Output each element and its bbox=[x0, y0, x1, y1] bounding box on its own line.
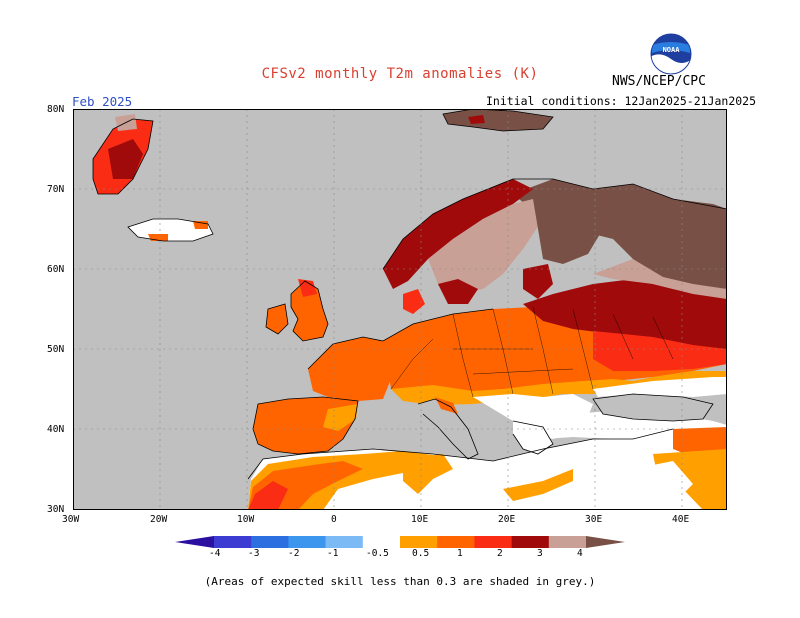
initial-conditions-label: Initial conditions: 12Jan2025-21Jan2025 bbox=[486, 94, 757, 108]
lon-label-30e: 30E bbox=[585, 514, 603, 525]
organization-label: NWS/NCEP/CPC bbox=[612, 74, 706, 89]
colorbar-low-arrow bbox=[175, 536, 214, 548]
colorbar-label-m2: -2 bbox=[288, 548, 300, 559]
lon-label-20e: 20E bbox=[498, 514, 516, 525]
colorbar-segment bbox=[325, 536, 364, 548]
colorbar-segment bbox=[474, 536, 512, 548]
colorbar-segment bbox=[437, 536, 475, 548]
colorbar-label-p05: 0.5 bbox=[412, 548, 430, 559]
iberia-yellow bbox=[323, 404, 358, 431]
colorbar-label-p1: 1 bbox=[457, 548, 463, 559]
lat-label-80n: 80N bbox=[47, 104, 65, 115]
lat-label-60n: 60N bbox=[47, 264, 65, 275]
alps-yellow bbox=[391, 371, 727, 405]
skill-footnote: (Areas of expected skill less than 0.3 a… bbox=[204, 575, 596, 588]
lon-label-0: 0 bbox=[331, 514, 337, 525]
colorbar-label-m1: -1 bbox=[327, 548, 339, 559]
colorbar-segment bbox=[362, 536, 401, 548]
lat-label-50n: 50N bbox=[47, 344, 65, 355]
lon-label-40e: 40E bbox=[672, 514, 690, 525]
colorbar-segment bbox=[214, 536, 252, 548]
colorbar-high-arrow bbox=[586, 536, 625, 548]
colorbar-label-p2: 2 bbox=[497, 548, 503, 559]
colorbar-label-p3: 3 bbox=[537, 548, 543, 559]
africa-red bbox=[248, 481, 288, 510]
colorbar-segment bbox=[251, 536, 289, 548]
svalbard bbox=[443, 109, 553, 131]
france bbox=[308, 337, 393, 401]
noaa-logo-text: NOAA bbox=[663, 46, 681, 54]
greenland-darkred bbox=[108, 139, 143, 179]
italy bbox=[418, 399, 478, 459]
colorbar-label-m4: -4 bbox=[209, 548, 221, 559]
ukraine-south-white bbox=[593, 377, 727, 397]
valid-month-label: Feb 2025 bbox=[72, 94, 133, 109]
svalbard-red bbox=[468, 115, 485, 124]
colorbar-segment bbox=[400, 536, 438, 548]
colorbar-label-m3: -3 bbox=[248, 548, 260, 559]
noaa-logo: NOAA bbox=[650, 33, 692, 75]
denmark bbox=[403, 289, 425, 314]
black-sea bbox=[593, 394, 713, 421]
africa-yellow-mid bbox=[403, 454, 453, 494]
lat-label-70n: 70N bbox=[47, 184, 65, 195]
map-title: CFSv2 monthly T2m anomalies (K) bbox=[261, 66, 539, 82]
colorbar-segment bbox=[548, 536, 587, 548]
sweden bbox=[428, 199, 543, 294]
colorbar-segment bbox=[511, 536, 550, 548]
colorbar-label-m05: -0.5 bbox=[366, 548, 389, 559]
italy-warm bbox=[435, 397, 458, 414]
east-europe-red bbox=[593, 331, 727, 371]
map-frame bbox=[73, 109, 727, 510]
africa-yellow-east bbox=[503, 469, 573, 501]
south-sweden-darkred bbox=[438, 279, 478, 304]
east-europe-darkred bbox=[523, 279, 727, 349]
north-africa bbox=[248, 429, 727, 510]
anomaly-map bbox=[73, 109, 727, 510]
norway-coast bbox=[383, 179, 533, 289]
finland bbox=[533, 189, 603, 264]
caucasus-warm bbox=[673, 427, 727, 457]
lat-label-30n: 30N bbox=[47, 504, 65, 515]
ireland bbox=[266, 304, 288, 334]
colorbar-label-p4: 4 bbox=[577, 548, 583, 559]
graticule bbox=[73, 109, 727, 510]
lon-label-10w: 10W bbox=[237, 514, 255, 525]
colorbar-segment bbox=[288, 536, 326, 548]
great-britain bbox=[291, 281, 328, 341]
lat-label-40n: 40N bbox=[47, 424, 65, 435]
middle-east-white bbox=[633, 461, 693, 504]
baltic-darkred bbox=[523, 264, 553, 299]
balkans-white bbox=[473, 394, 593, 439]
lon-label-30w: 30W bbox=[62, 514, 80, 525]
lon-label-20w: 20W bbox=[150, 514, 168, 525]
lon-label-10e: 10E bbox=[411, 514, 429, 525]
colorbar bbox=[175, 536, 625, 548]
